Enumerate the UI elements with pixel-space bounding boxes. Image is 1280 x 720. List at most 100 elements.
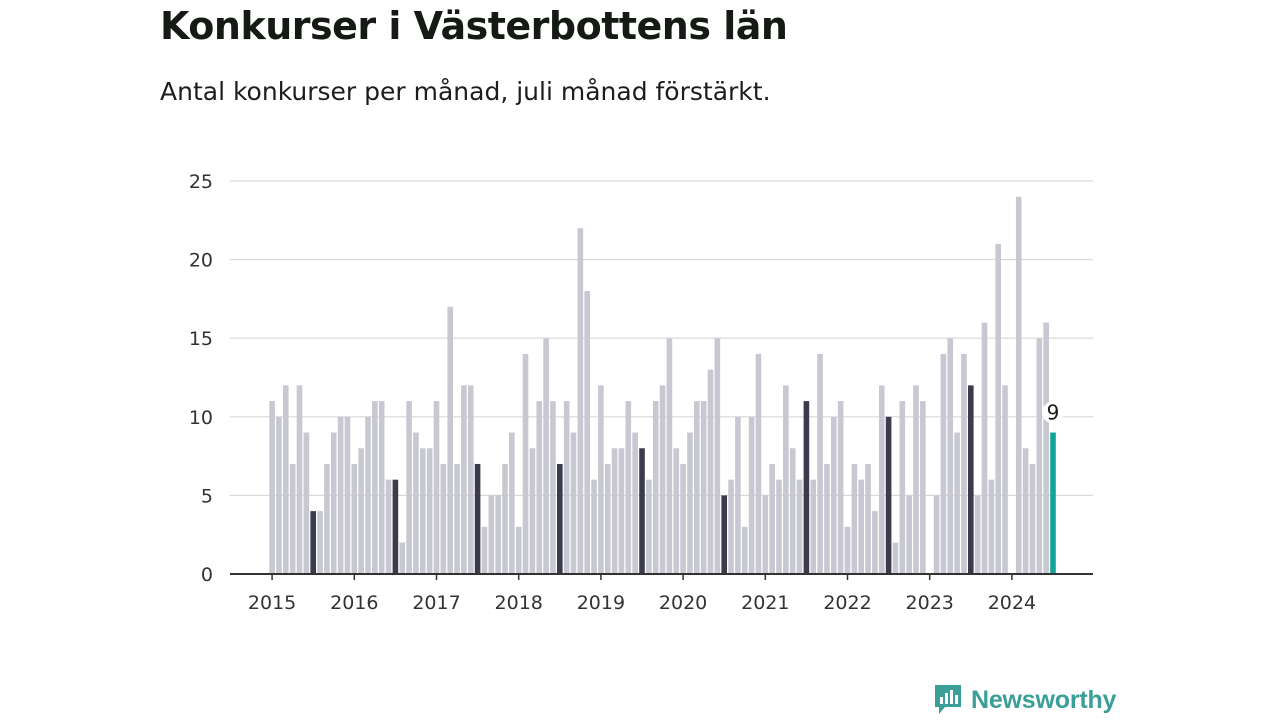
bar (639, 448, 645, 574)
bar (543, 338, 549, 574)
bar (481, 526, 488, 574)
bar (714, 338, 721, 574)
bar (646, 479, 652, 574)
bar (735, 416, 741, 574)
bar (899, 401, 906, 574)
bar (536, 401, 543, 574)
x-tick-label: 2017 (412, 592, 460, 614)
y-tick-label: 0 (201, 564, 213, 586)
bar (694, 401, 700, 574)
bar (872, 511, 878, 574)
bar (776, 479, 782, 574)
bar (961, 353, 967, 574)
bar (659, 385, 666, 574)
bar (426, 448, 433, 574)
bar (652, 401, 659, 574)
bar (968, 385, 974, 574)
x-tick-label: 2020 (659, 592, 707, 614)
bar (522, 353, 529, 574)
bar (584, 291, 590, 574)
bar (502, 463, 508, 574)
bar (728, 479, 734, 574)
bar (831, 416, 837, 574)
latest-value-label: 9 (1047, 401, 1060, 425)
bar (700, 401, 707, 574)
x-tick-label: 2023 (906, 592, 954, 614)
bar (878, 385, 885, 574)
bar (618, 448, 625, 574)
bar (741, 526, 748, 574)
bar (906, 495, 912, 574)
bar (940, 353, 947, 574)
data-labels: 9 (1042, 401, 1064, 425)
bar (981, 322, 988, 574)
bar (330, 432, 337, 574)
bar (378, 401, 385, 574)
y-tick-label: 25 (189, 171, 213, 193)
bar (789, 448, 796, 574)
x-tick-label: 2022 (823, 592, 871, 614)
bar (851, 463, 858, 574)
bar (755, 353, 762, 574)
bar (598, 385, 604, 574)
bar (467, 385, 474, 574)
bar (557, 463, 563, 574)
bar (454, 463, 460, 574)
bar (351, 463, 358, 574)
bar (803, 401, 810, 574)
y-tick-label: 20 (189, 250, 213, 272)
x-tick-label: 2021 (741, 592, 789, 614)
bar (344, 416, 351, 574)
x-tick-label: 2018 (495, 592, 543, 614)
bar (289, 463, 296, 574)
bar (399, 542, 406, 574)
bar (913, 385, 919, 574)
y-axis-ticks: 0 5 10 15 20 25 (189, 171, 213, 586)
newsworthy-logo-text: Newsworthy (971, 685, 1117, 714)
bar (577, 228, 584, 574)
bar (947, 338, 954, 574)
bar (461, 385, 467, 574)
bar (420, 448, 426, 574)
bar (515, 526, 522, 574)
bar (358, 448, 364, 574)
x-tick-label: 2019 (577, 592, 625, 614)
bar (447, 306, 453, 574)
bar (550, 401, 556, 574)
bar (892, 542, 899, 574)
bar (858, 479, 864, 574)
bar (1050, 432, 1056, 574)
x-tick-label: 2016 (330, 592, 378, 614)
bar (632, 432, 638, 574)
bar (844, 526, 851, 574)
bar (365, 416, 371, 574)
bar (769, 463, 775, 574)
bar (625, 401, 632, 574)
chart-title: Konkurser i Västerbottens län (160, 4, 788, 48)
bar (495, 495, 501, 574)
bar (563, 401, 570, 574)
bar (954, 432, 960, 574)
bar (337, 416, 344, 574)
bar (509, 432, 515, 574)
bar (920, 401, 926, 574)
bar (666, 338, 673, 574)
bar (372, 401, 378, 574)
bar (324, 463, 330, 574)
bar (824, 463, 830, 574)
y-tick-label: 10 (189, 407, 213, 429)
bar (310, 511, 316, 574)
bar (440, 463, 447, 574)
bar (1022, 448, 1029, 574)
bar (413, 432, 419, 574)
bar (604, 463, 611, 574)
bar (303, 432, 310, 574)
bar (1015, 196, 1022, 574)
bar (276, 416, 282, 574)
bar (570, 432, 577, 574)
bar (392, 479, 399, 574)
bar (1043, 322, 1049, 574)
bar (762, 495, 769, 574)
bar (796, 479, 803, 574)
